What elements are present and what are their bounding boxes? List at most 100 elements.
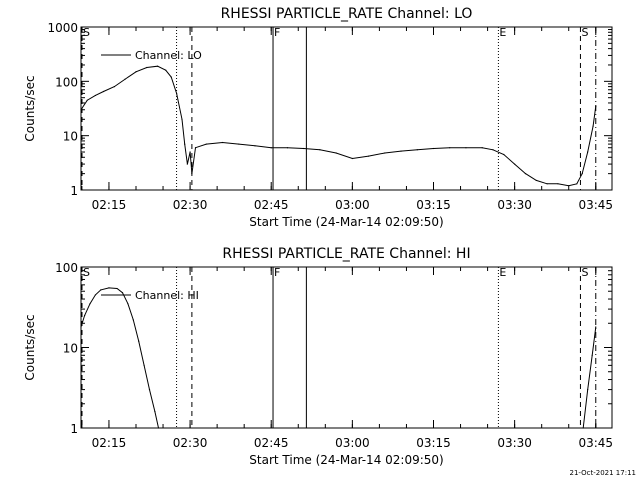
panel-0-data-point <box>367 155 370 157</box>
panel-0-data-point <box>303 147 305 150</box>
panel-0-data-point <box>514 163 516 165</box>
panel-0-data-point <box>592 125 594 127</box>
panel-1-data-point <box>100 289 102 291</box>
panel-1-data-point <box>132 319 134 321</box>
panel-0-x-tick-label: 02:45 <box>254 198 289 212</box>
panel-0-data-point <box>254 145 256 147</box>
panel-0-x-tick-label: 03:45 <box>578 198 613 212</box>
panel-0-data-point <box>205 143 207 145</box>
panel-1-data-point <box>157 427 160 429</box>
panel-1-x-tick-label: 03:45 <box>578 436 613 450</box>
panel-0-data-point <box>221 141 224 144</box>
panel-1-data-point <box>127 303 129 305</box>
panel-0-y-tick-label: 100 <box>55 75 78 89</box>
panel-1-data-point <box>143 364 145 366</box>
footer-date: 21-Oct-2021 17:11 <box>570 469 636 477</box>
panel-1-data-point <box>154 410 156 413</box>
panel-0-data-point <box>146 66 148 69</box>
panel-1-y-tick-label: 100 <box>55 261 78 275</box>
panel-1-data-point <box>595 326 597 328</box>
panel-1-x-tick-label: 02:30 <box>173 436 208 450</box>
panel-hi-channel: RHESSI PARTICLE_RATE Channel: HI Counts/s… <box>23 246 613 467</box>
panel-0-event-label-s: S <box>581 26 588 39</box>
panel-1-title: RHESSI PARTICLE_RATE Channel: HI <box>222 246 470 262</box>
panel-0-data-point <box>432 147 435 150</box>
panel-1-data-point <box>116 287 118 290</box>
panel-0-plot-frame <box>80 26 613 191</box>
panel-0-x-tick-label: 02:15 <box>92 198 127 212</box>
panel-1-event-label-f: F <box>274 266 280 279</box>
panel-0-data-point <box>286 147 289 149</box>
panel-0-data-point <box>165 69 167 71</box>
panel-0-x-tick-label: 03:30 <box>497 198 532 212</box>
panel-0-data-point <box>449 147 451 149</box>
panel-1-data-point <box>108 287 110 289</box>
panel-0-data-point <box>481 147 483 149</box>
panel-0-data-point <box>191 173 193 175</box>
panel-0-data-point <box>465 147 467 149</box>
panel-1-y-tick-label: 1 <box>70 422 78 436</box>
panel-0-data-point <box>546 183 548 185</box>
panel-0-data-point <box>186 163 188 165</box>
panel-1-data-point <box>587 388 589 391</box>
panel-1-data-point <box>138 340 140 342</box>
panel-0-data-point <box>113 85 115 88</box>
panel-0-data-point <box>194 147 197 149</box>
panel-0-data-point <box>189 151 191 153</box>
panel-0-x-tick-label: 02:30 <box>173 198 208 212</box>
panel-0-data-point <box>535 179 537 182</box>
panel-1-event-label-e: E <box>499 266 506 279</box>
panel-1-event-label-s: S <box>581 266 588 279</box>
panel-0-data-point <box>503 153 505 156</box>
panel-0-data-point <box>384 152 386 154</box>
panel-0-x-tick-label: 03:15 <box>416 198 451 212</box>
panel-0-data-point <box>181 118 183 120</box>
panel-0-data-point <box>587 151 589 153</box>
panel-0-data-point <box>175 92 178 94</box>
panel-0-event-label-e: E <box>499 26 506 39</box>
panel-1-data-point <box>591 354 593 356</box>
panel-1-data-point <box>84 314 86 317</box>
panel-1-data-point <box>148 388 151 391</box>
panel-0-data-point <box>135 71 137 73</box>
panel-0-data-point <box>86 99 88 101</box>
panel-0-data-point <box>581 173 583 175</box>
panel-lo-channel: RHESSI PARTICLE_RATE Channel: LO Counts/s… <box>23 6 613 229</box>
panel-0-y-label: Counts/sec <box>23 75 37 141</box>
panel-0-data-point <box>270 147 272 149</box>
panel-1-series-line-0 <box>80 287 159 429</box>
panel-1-x-tick-label: 02:15 <box>92 436 127 450</box>
panel-1-x-label: Start Time (24-Mar-14 02:09:50) <box>249 453 443 467</box>
panel-1-series-line-1 <box>582 326 597 429</box>
panel-0-data-point <box>184 143 186 145</box>
panel-1-legend-label: Channel: HI <box>135 289 199 302</box>
panel-0-title: RHESSI PARTICLE_RATE Channel: LO <box>221 6 473 22</box>
panel-0-data-point <box>568 185 570 187</box>
panel-0-y-tick-label: 1000 <box>47 21 78 35</box>
panel-0-y-tick-label: 1 <box>70 184 78 198</box>
panel-1-data-point <box>582 427 584 429</box>
panel-0-event-label-f: F <box>274 26 280 39</box>
panel-1-data-point <box>80 326 82 328</box>
panel-0-data-point <box>124 78 126 80</box>
panel-0-event-label-s: S <box>83 26 90 39</box>
panel-0-data-point <box>351 157 353 160</box>
panel-1-data-point <box>121 292 124 294</box>
panel-0-series-line-0 <box>80 65 597 187</box>
panel-0-data-point <box>102 90 105 93</box>
panel-0-data-point <box>524 173 527 175</box>
panel-1-x-tick-label: 03:15 <box>416 436 451 450</box>
panel-1-event-label-s: S <box>83 266 90 279</box>
panel-0-data-point <box>335 152 337 154</box>
panel-0-data-point <box>80 109 82 111</box>
panel-0-y-tick-label: 10 <box>63 130 78 144</box>
panel-1-y-tick-label: 10 <box>63 342 78 356</box>
panel-1-x-tick-label: 03:30 <box>497 436 532 450</box>
panel-1-data-point <box>89 303 91 305</box>
panel-0-data-point <box>94 94 97 97</box>
panel-0-data-point <box>400 150 402 152</box>
panel-0-data-point <box>170 76 172 78</box>
panel-1-data-point <box>94 294 97 296</box>
panel-0-data-point <box>492 149 494 151</box>
